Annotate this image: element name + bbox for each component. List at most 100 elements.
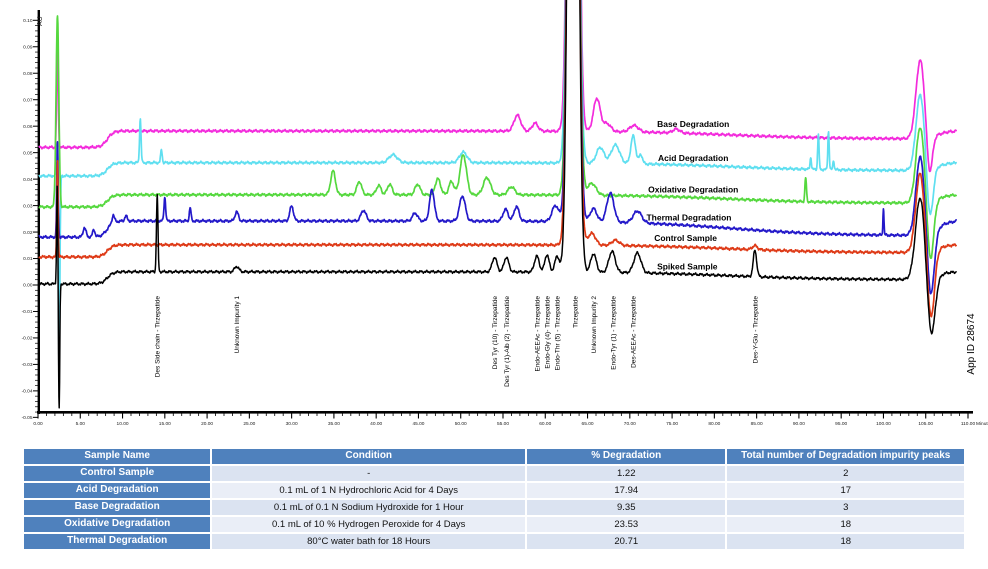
y-tick-label: 0.01 xyxy=(23,256,33,262)
x-tick-label: 105.00 xyxy=(918,421,933,427)
x-tick-label: 5.00 xyxy=(76,421,86,427)
col-header-sample-name: Sample Name xyxy=(24,449,211,464)
condition-cell: 80°C water bath for 18 Hours xyxy=(212,534,526,549)
y-tick-label: 0.05 xyxy=(23,150,33,156)
trace-control-sample xyxy=(38,0,957,318)
x-tick-label: 50.00 xyxy=(455,421,467,427)
x-tick-label: 40.00 xyxy=(370,421,382,427)
y-tick-label: 0.00 xyxy=(23,283,33,289)
x-tick-label: 25.00 xyxy=(243,421,255,427)
y-tick-label: -0.03 xyxy=(22,362,33,368)
condition-cell: 0.1 mL of 10 % Hydrogen Peroxide for 4 D… xyxy=(212,517,526,532)
x-tick-label: 0.00 xyxy=(33,421,43,427)
y-tick-label: 0.06 xyxy=(23,124,33,130)
peak-label: Des Side chain - Tirzepatide xyxy=(155,296,162,378)
impurity-peaks-cell: 2 xyxy=(727,466,964,481)
x-tick-label: 30.00 xyxy=(286,421,298,427)
y-tick-label: -0.02 xyxy=(22,336,33,342)
trace-thermal-degradation xyxy=(38,0,957,295)
y-tick-label: -0.01 xyxy=(22,309,33,315)
impurity-peaks-cell: 18 xyxy=(727,517,964,532)
peak-label: Endo-AEEAc - Tirzepatide xyxy=(534,296,541,372)
x-tick-label: 80.00 xyxy=(708,421,720,427)
trace-oxidative-degradation xyxy=(38,0,957,260)
sample-name-cell: Base Degradation xyxy=(24,500,211,515)
degradation-table: Sample Name Condition % Degradation Tota… xyxy=(22,447,966,551)
trace-label: Thermal Degradation xyxy=(646,212,731,222)
table-header-row: Sample Name Condition % Degradation Tota… xyxy=(24,449,964,464)
peak-label: Des Tyr (10) - Tirzepatide xyxy=(492,296,499,370)
x-tick-label: 60.00 xyxy=(539,421,551,427)
degradation-cell: 17.94 xyxy=(527,483,726,498)
x-tick-label: 20.00 xyxy=(201,421,213,427)
table-row: Thermal Degradation 80°C water bath for … xyxy=(24,534,964,549)
x-tick-label: 70.00 xyxy=(624,421,636,427)
y-tick-label: 0.03 xyxy=(23,203,33,209)
y-tick-label: -0.05 xyxy=(22,415,33,421)
impurity-peaks-cell: 17 xyxy=(727,483,964,498)
condition-cell: 0.1 mL of 1 N Hydrochloric Acid for 4 Da… xyxy=(212,483,526,498)
peak-label: Endo-Gly (4)- Tirzepatide xyxy=(544,296,551,369)
degradation-cell: 20.71 xyxy=(527,534,726,549)
col-header-condition: Condition xyxy=(212,449,526,464)
peak-label: Des-Y-Glu - Tirzepatide xyxy=(752,296,759,364)
x-tick-label: 55.00 xyxy=(497,421,509,427)
trace-label: Acid Degradation xyxy=(658,153,728,163)
x-tick-label: 10.00 xyxy=(117,421,129,427)
x-tick-label: 95.00 xyxy=(835,421,847,427)
x-tick-label: 65.00 xyxy=(582,421,594,427)
x-tick-label: 100.00 xyxy=(876,421,891,427)
x-tick-label: 75.00 xyxy=(666,421,678,427)
impurity-peaks-cell: 3 xyxy=(727,500,964,515)
table-row: Control Sample - 1.22 2 xyxy=(24,466,964,481)
app-id-label: App ID 28674 xyxy=(966,313,977,375)
trace-label: Base Degradation xyxy=(657,119,729,129)
trace-acid-degradation xyxy=(38,0,957,360)
x-axis xyxy=(37,411,973,414)
trace-spiked-sample xyxy=(38,0,957,409)
col-header-impurity-peaks: Total number of Degradation impurity pea… xyxy=(727,449,964,464)
peak-label: Des Tyr (1)-Aib (2) - Tirzepatide xyxy=(504,296,511,387)
x-tick-label: 90.00 xyxy=(793,421,805,427)
x-tick-label: 35.00 xyxy=(328,421,340,427)
y-tick-label: 0.02 xyxy=(23,230,33,236)
peak-label: Unknown Impurity 2 xyxy=(591,296,598,354)
degradation-cell: 9.35 xyxy=(527,500,726,515)
y-tick-label: 0.08 xyxy=(23,71,33,77)
table-row: Oxidative Degradation 0.1 mL of 10 % Hyd… xyxy=(24,517,964,532)
impurity-peaks-cell: 18 xyxy=(727,534,964,549)
y-axis-label: AU xyxy=(37,16,44,26)
condition-cell: 0.1 mL of 0.1 N Sodium Hydroxide for 1 H… xyxy=(212,500,526,515)
y-tick-label: 0.09 xyxy=(23,44,33,50)
peak-label: Endo-Thr (5) - Tirzepatide xyxy=(555,296,562,371)
sample-name-cell: Acid Degradation xyxy=(24,483,211,498)
col-header-degradation: % Degradation xyxy=(527,449,726,464)
sample-name-cell: Thermal Degradation xyxy=(24,534,211,549)
sample-name-cell: Oxidative Degradation xyxy=(24,517,211,532)
trace-label: Oxidative Degradation xyxy=(648,185,738,195)
peak-label: Endo-Tyr (1) - Tirzepatide xyxy=(610,296,617,370)
y-axis xyxy=(37,10,40,414)
x-tick-label: 45.00 xyxy=(412,421,424,427)
degradation-cell: 23.53 xyxy=(527,517,726,532)
x-tick-label: 110.00 xyxy=(961,421,976,427)
peak-label: Tirzepatide xyxy=(572,296,579,328)
y-tick-label: -0.04 xyxy=(22,389,33,395)
x-tick-label: 15.00 xyxy=(159,421,171,427)
trace-label: Control Sample xyxy=(654,233,717,243)
condition-cell: - xyxy=(212,466,526,481)
trace-label: Spiked Sample xyxy=(657,261,718,271)
degradation-cell: 1.22 xyxy=(527,466,726,481)
sample-name-cell: Control Sample xyxy=(24,466,211,481)
x-tick-label: 85.00 xyxy=(751,421,763,427)
peak-label: Des-AEEAc - Tirzepatide xyxy=(631,296,638,368)
y-tick-label: 0.07 xyxy=(23,97,33,103)
table-row: Base Degradation 0.1 mL of 0.1 N Sodium … xyxy=(24,500,964,515)
y-tick-label: 0.10 xyxy=(23,18,33,24)
peak-label: Unknown Impurity 1 xyxy=(234,296,241,354)
trace-base-degradation xyxy=(38,0,957,173)
table-row: Acid Degradation 0.1 mL of 1 N Hydrochlo… xyxy=(24,483,964,498)
x-axis-unit: Minutes xyxy=(976,421,988,427)
chromatogram: -0.05 -0.04 -0.03 -0.02 -0.01 0.00 0.01 0.02 0.0… xyxy=(22,0,988,427)
